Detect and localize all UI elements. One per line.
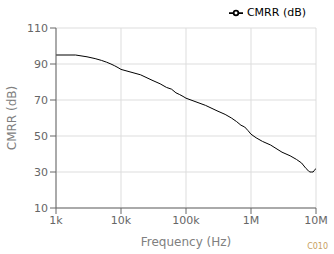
svg-text:10k: 10k [111, 214, 132, 227]
svg-text:10: 10 [34, 202, 48, 215]
svg-text:110: 110 [27, 22, 48, 35]
svg-text:70: 70 [34, 94, 48, 107]
html-text:CMRR (dB): CMRR (dB) [246, 6, 306, 19]
svg-text:1M: 1M [243, 214, 260, 227]
svg-text:1k: 1k [49, 214, 63, 227]
svg-text:50: 50 [34, 130, 48, 143]
svg-text:10M: 10M [304, 214, 326, 227]
svg-text:CMRR (dB): CMRR (dB) [8, 86, 19, 150]
svg-text:100k: 100k [172, 214, 200, 227]
html-text:C010: C010 [307, 242, 328, 251]
svg-text:Frequency (Hz): Frequency (Hz) [141, 235, 232, 249]
svg-text:90: 90 [34, 58, 48, 71]
svg-text:30: 30 [34, 166, 48, 179]
